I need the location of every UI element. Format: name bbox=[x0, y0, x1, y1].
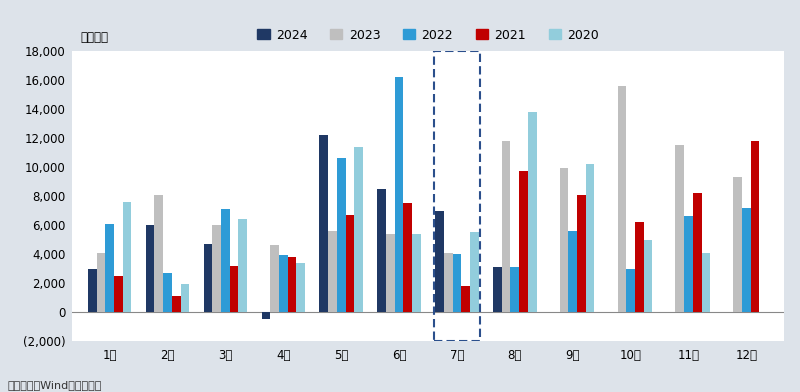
Bar bbox=[453, 254, 462, 312]
Bar bbox=[626, 269, 635, 312]
Bar bbox=[462, 286, 470, 312]
Bar bbox=[270, 245, 279, 312]
Bar bbox=[181, 285, 190, 312]
Bar bbox=[434, 51, 480, 341]
Bar bbox=[204, 244, 212, 312]
Bar bbox=[702, 252, 710, 312]
Bar bbox=[238, 219, 247, 312]
Bar bbox=[510, 267, 519, 312]
Text: （亿元）: （亿元） bbox=[81, 31, 109, 44]
Bar bbox=[684, 216, 693, 312]
Bar bbox=[337, 158, 346, 312]
Bar bbox=[163, 273, 172, 312]
Bar bbox=[435, 211, 444, 312]
Bar bbox=[394, 77, 403, 312]
Bar bbox=[502, 141, 510, 312]
Bar bbox=[106, 223, 114, 312]
Bar bbox=[328, 231, 337, 312]
Bar bbox=[221, 209, 230, 312]
Bar bbox=[742, 208, 750, 312]
Bar bbox=[262, 312, 270, 319]
Bar bbox=[403, 203, 412, 312]
Bar bbox=[172, 296, 181, 312]
Legend: 2024, 2023, 2022, 2021, 2020: 2024, 2023, 2022, 2021, 2020 bbox=[257, 29, 599, 42]
Bar bbox=[568, 231, 577, 312]
Bar bbox=[88, 269, 97, 312]
Bar bbox=[378, 189, 386, 312]
Bar bbox=[528, 112, 537, 312]
Bar bbox=[122, 202, 131, 312]
Bar bbox=[154, 194, 163, 312]
Bar bbox=[412, 234, 421, 312]
Bar bbox=[354, 147, 363, 312]
Bar bbox=[675, 145, 684, 312]
Bar bbox=[470, 232, 478, 312]
Bar bbox=[734, 177, 742, 312]
Bar bbox=[618, 86, 626, 312]
Bar bbox=[635, 222, 644, 312]
Bar bbox=[644, 240, 652, 312]
Bar bbox=[288, 257, 296, 312]
Bar bbox=[586, 164, 594, 312]
Bar bbox=[519, 171, 528, 312]
Bar bbox=[296, 263, 305, 312]
Bar bbox=[493, 267, 502, 312]
Bar bbox=[444, 252, 453, 312]
Bar bbox=[560, 169, 568, 312]
Bar bbox=[114, 276, 122, 312]
Bar bbox=[230, 266, 238, 312]
Bar bbox=[693, 193, 702, 312]
Bar bbox=[212, 225, 221, 312]
Bar bbox=[319, 135, 328, 312]
Bar bbox=[279, 256, 288, 312]
Bar bbox=[577, 194, 586, 312]
Text: 资料来源：Wind，华泰研究: 资料来源：Wind，华泰研究 bbox=[8, 380, 102, 390]
Bar bbox=[386, 234, 394, 312]
Bar bbox=[346, 215, 354, 312]
Bar bbox=[146, 225, 154, 312]
Bar bbox=[750, 141, 759, 312]
Bar bbox=[97, 252, 106, 312]
